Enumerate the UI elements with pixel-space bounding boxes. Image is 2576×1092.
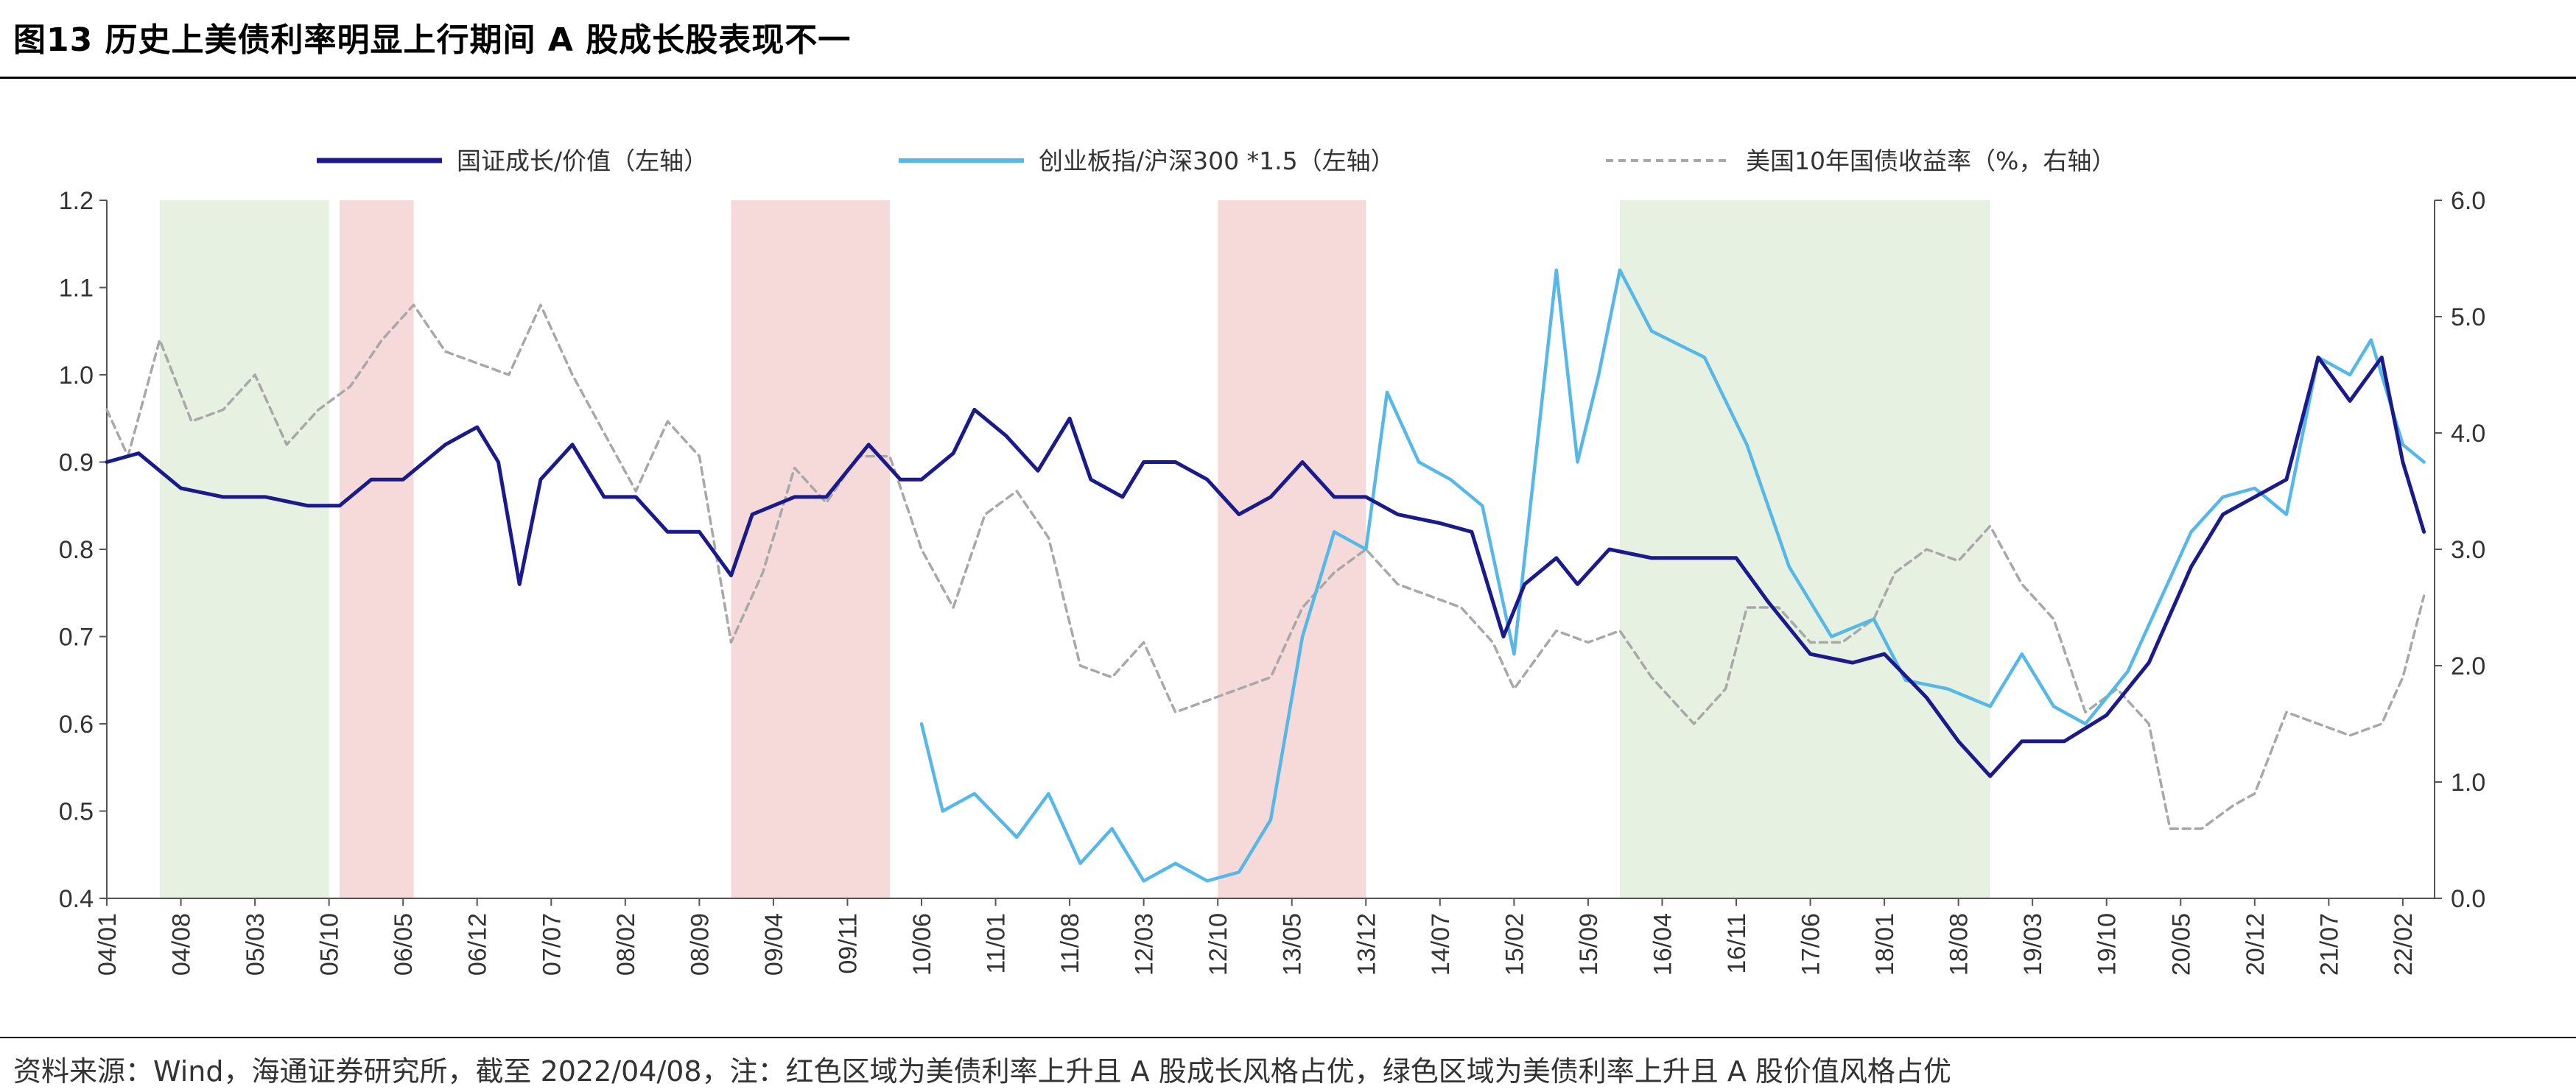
right-tick-label: 4.0 xyxy=(2451,420,2485,448)
x-tick-label: 04/08 xyxy=(168,913,196,976)
x-tick-label: 11/08 xyxy=(1056,913,1084,974)
shaded-band-red xyxy=(731,200,890,898)
legend-label-1: 国证成长/价值（左轴） xyxy=(457,147,708,175)
right-tick-label: 0.0 xyxy=(2451,885,2485,913)
x-tick-label: 20/12 xyxy=(2242,913,2270,976)
x-tick-label: 22/02 xyxy=(2390,913,2418,976)
right-tick-label: 3.0 xyxy=(2451,536,2485,564)
left-tick-label: 0.7 xyxy=(59,624,94,652)
chart-axes: 0.4 0.5 0.6 0.7 0.8 0.9 1.0 1.1 1.2 0.0 1.0 2.0 3.0 4… xyxy=(59,187,2486,976)
series-line-3 xyxy=(105,303,2426,830)
x-tick-label: 13/05 xyxy=(1279,913,1307,976)
x-tick-label: 15/02 xyxy=(1501,913,1529,976)
x-tick-label: 04/01 xyxy=(94,913,122,976)
footer-divider xyxy=(0,1037,2576,1038)
x-tick-label: 08/09 xyxy=(686,913,714,976)
x-tick-label: 14/07 xyxy=(1427,913,1455,976)
x-tick-label: 12/10 xyxy=(1204,913,1232,976)
x-tick-label: 09/11 xyxy=(834,913,862,974)
x-tick-label: 16/04 xyxy=(1649,913,1677,976)
x-tick-label: 17/06 xyxy=(1797,913,1825,976)
chart-legend: 国证成长/价值（左轴） 创业板指/沪深300 *1.5（左轴） 美国10年国债收益率… xyxy=(317,147,2116,175)
x-tick-label: 15/09 xyxy=(1575,913,1603,976)
x-tick-label: 12/03 xyxy=(1131,913,1159,976)
shaded-periods xyxy=(159,200,1990,898)
shaded-band-green xyxy=(1620,200,1990,898)
left-tick-label: 0.9 xyxy=(59,449,94,477)
left-tick-label: 0.4 xyxy=(59,885,94,913)
left-tick-label: 1.0 xyxy=(59,362,94,390)
x-tick-label: 06/12 xyxy=(464,913,492,976)
left-tick-label: 1.2 xyxy=(59,187,94,215)
x-tick-label: 08/02 xyxy=(612,913,640,976)
source-note: 资料来源：Wind，海通证券研究所，截至 2022/04/08，注：红色区域为美… xyxy=(13,1055,1951,1088)
x-tick-label: 05/03 xyxy=(242,913,270,976)
chart-series xyxy=(105,268,2426,883)
x-tick-label: 10/06 xyxy=(908,913,936,976)
left-tick-label: 0.5 xyxy=(59,798,94,826)
shaded-band-red xyxy=(340,200,414,898)
x-tick-label: 18/08 xyxy=(1945,913,1973,976)
shaded-band-red xyxy=(1218,200,1366,898)
x-tick-label: 20/05 xyxy=(2167,913,2195,976)
x-tick-label: 05/10 xyxy=(316,913,344,976)
left-tick-label: 0.8 xyxy=(59,536,94,564)
left-tick-label: 1.1 xyxy=(59,275,94,303)
series-line-2 xyxy=(919,268,2426,883)
legend-label-3: 美国10年国债收益率（%，右轴） xyxy=(1746,147,2116,175)
x-tick-label: 06/05 xyxy=(390,913,418,976)
line-chart: 0.4 0.5 0.6 0.7 0.8 0.9 1.0 1.1 1.2 0.0 1.0 2.0 3.0 4… xyxy=(59,147,2486,976)
x-tick-label: 07/07 xyxy=(538,913,566,976)
right-tick-label: 6.0 xyxy=(2451,187,2485,215)
right-tick-label: 2.0 xyxy=(2451,652,2485,680)
shaded-band-green xyxy=(159,200,329,898)
x-tick-label: 18/01 xyxy=(1871,913,1899,976)
title-divider xyxy=(0,77,2576,79)
legend-label-2: 创业板指/沪深300 *1.5（左轴） xyxy=(1039,147,1395,175)
x-tick-label: 19/03 xyxy=(2019,913,2047,976)
series-line-1 xyxy=(105,355,2426,778)
x-tick-label: 21/07 xyxy=(2315,913,2343,976)
x-tick-label: 13/12 xyxy=(1352,913,1380,976)
x-tick-label: 19/10 xyxy=(2094,913,2121,976)
right-tick-label: 1.0 xyxy=(2451,769,2485,797)
x-tick-label: 09/04 xyxy=(760,913,788,976)
x-tick-label: 11/01 xyxy=(983,913,1011,974)
left-tick-label: 0.6 xyxy=(59,711,94,739)
x-tick-label: 16/11 xyxy=(1723,913,1751,974)
chart-title: 图13 历史上美债利率明显上行期间 A 股成长股表现不一 xyxy=(13,21,852,59)
right-tick-label: 5.0 xyxy=(2451,303,2485,331)
